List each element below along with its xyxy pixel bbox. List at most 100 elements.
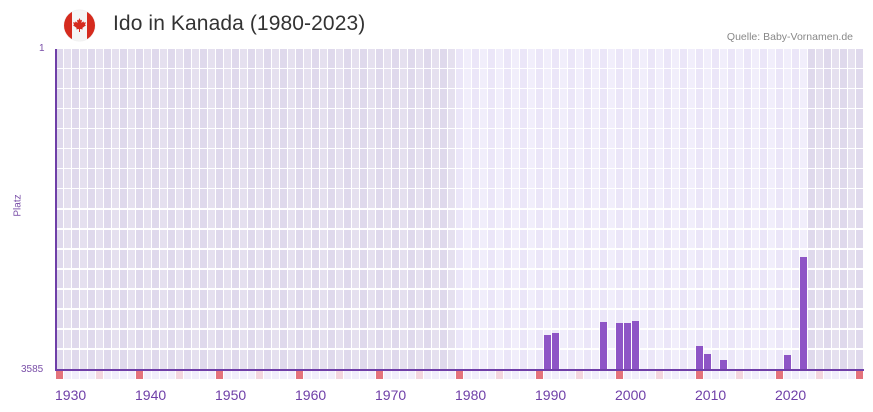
year-marker (192, 371, 199, 379)
year-marker (376, 371, 383, 379)
plot-area (56, 49, 864, 370)
year-marker (360, 371, 367, 379)
year-marker (224, 371, 231, 379)
year-marker (344, 371, 351, 379)
year-marker (808, 371, 815, 379)
year-marker (576, 371, 583, 379)
year-marker (232, 371, 239, 379)
x-tick-2010: 2010 (695, 387, 727, 403)
year-marker (448, 371, 455, 379)
year-marker (528, 371, 535, 379)
year-marker (752, 371, 759, 379)
x-tick-2000: 2000 (615, 387, 647, 403)
year-marker (56, 371, 63, 379)
year-marker (256, 371, 263, 379)
year-marker (744, 371, 751, 379)
year-marker (584, 371, 591, 379)
year-marker (696, 371, 703, 379)
year-marker (440, 371, 447, 379)
year-marker (384, 371, 391, 379)
year-marker (336, 371, 343, 379)
year-marker (664, 371, 671, 379)
year-marker (264, 371, 271, 379)
year-marker (640, 371, 647, 379)
year-marker (280, 371, 287, 379)
year-marker (72, 371, 79, 379)
year-marker (248, 371, 255, 379)
year-marker (592, 371, 599, 379)
year-marker (672, 371, 679, 379)
bar-2002[interactable] (632, 321, 639, 370)
x-tick-1940: 1940 (135, 387, 167, 403)
bar-1998[interactable] (600, 321, 607, 370)
year-marker (168, 371, 175, 379)
bar-2000[interactable] (616, 322, 623, 370)
canada-flag-icon (64, 10, 95, 41)
year-marker (608, 371, 615, 379)
bar-2010[interactable] (696, 345, 703, 370)
year-marker (312, 371, 319, 379)
year-marker (832, 371, 839, 379)
year-marker (88, 371, 95, 379)
year-marker (240, 371, 247, 379)
year-marker (200, 371, 207, 379)
year-marker (128, 371, 135, 379)
year-marker (96, 371, 103, 379)
y-axis-label: Platz (12, 194, 24, 217)
bar-2013[interactable] (720, 359, 727, 370)
year-marker (464, 371, 471, 379)
year-marker (536, 371, 543, 379)
year-marker (160, 371, 167, 379)
year-marker (800, 371, 807, 379)
bar-2011[interactable] (704, 353, 711, 370)
bar-2023[interactable] (800, 256, 807, 370)
year-marker (328, 371, 335, 379)
year-marker (792, 371, 799, 379)
year-marker (488, 371, 495, 379)
year-marker (176, 371, 183, 379)
year-marker (728, 371, 735, 379)
year-marker (776, 371, 783, 379)
year-marker (80, 371, 87, 379)
year-marker (680, 371, 687, 379)
bar-1991[interactable] (544, 334, 551, 370)
y-axis (55, 49, 57, 371)
year-marker (368, 371, 375, 379)
year-marker (648, 371, 655, 379)
year-marker (520, 371, 527, 379)
year-marker (544, 371, 551, 379)
year-marker (816, 371, 823, 379)
y-tick-bottom: 3585 (21, 364, 44, 375)
year-marker (392, 371, 399, 379)
year-marker (824, 371, 831, 379)
x-tick-1930: 1930 (55, 387, 87, 403)
year-marker (712, 371, 719, 379)
y-tick-top: 1 (39, 43, 45, 54)
year-marker (64, 371, 71, 379)
year-marker (304, 371, 311, 379)
x-axis (55, 369, 864, 371)
year-marker (568, 371, 575, 379)
year-marker (840, 371, 847, 379)
bar-1992[interactable] (552, 333, 559, 370)
year-marker (472, 371, 479, 379)
year-marker (104, 371, 111, 379)
year-marker (208, 371, 215, 379)
year-marker (704, 371, 711, 379)
chart-title: Ido in Kanada (1980-2023) (113, 12, 366, 35)
year-marker (784, 371, 791, 379)
bar-2001[interactable] (624, 322, 631, 370)
year-marker (152, 371, 159, 379)
year-marker (560, 371, 567, 379)
year-marker (856, 371, 863, 379)
year-marker (456, 371, 463, 379)
year-marker (552, 371, 559, 379)
bar-2021[interactable] (784, 355, 791, 370)
year-marker (408, 371, 415, 379)
year-marker (736, 371, 743, 379)
x-tick-1970: 1970 (375, 387, 407, 403)
x-tick-1990: 1990 (535, 387, 567, 403)
source-credit: Quelle: Baby-Vornamen.de (726, 31, 853, 43)
year-marker (136, 371, 143, 379)
year-marker (144, 371, 151, 379)
